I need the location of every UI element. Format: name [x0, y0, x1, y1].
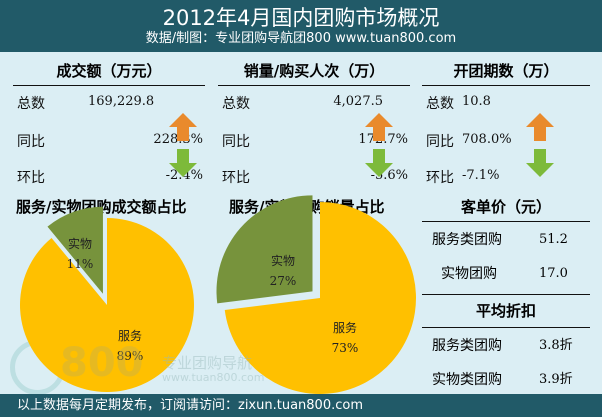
panel-revenue: 成交额（万元） — [13, 58, 205, 86]
panel-title: 成交额（万元） — [13, 58, 205, 86]
slice-name-label: 实物 — [271, 253, 295, 268]
stat-label: 总数 — [17, 96, 45, 112]
slice-name-label: 实物 — [68, 236, 92, 251]
arrow-down-icon — [169, 149, 197, 177]
stat-value-yoy: 708.0% — [462, 132, 512, 147]
arrow-up-icon — [169, 113, 197, 141]
stat-label: 同比 — [17, 134, 45, 150]
slice-percent-label: 73% — [332, 341, 359, 355]
pie-slice-service — [19, 218, 194, 392]
row-label: 服务类团购 — [432, 338, 502, 354]
slice-percent-label: 27% — [270, 274, 297, 288]
row-value: 51.2 — [539, 232, 568, 247]
pie-slice-goods — [47, 206, 103, 294]
stat-value-total: 10.8 — [462, 94, 491, 109]
stat-label: 总数 — [222, 96, 250, 112]
stat-label: 环比 — [222, 170, 250, 186]
page-title: 2012年4月国内团购市场概况 — [162, 6, 440, 30]
row-label: 实物类团购 — [432, 372, 502, 388]
panel-deals: 开团期数（万） — [422, 58, 590, 86]
pie-slice-goods — [216, 195, 313, 304]
watermark-text: 专业团购导航 — [162, 354, 253, 372]
stat-label: 总数 — [426, 96, 454, 112]
row-value: 3.8折 — [539, 338, 573, 353]
slice-percent-label: 89% — [117, 349, 144, 363]
header: 2012年4月国内团购市场概况 数据/制图：专业团购导航团800 www.tua… — [0, 0, 602, 52]
row-value: 17.0 — [539, 266, 568, 281]
panel-title: 销量/购买人次（万） — [218, 58, 410, 86]
price-row: 实物团购 17.0 — [422, 258, 590, 295]
stat-value-mom: -7.1% — [462, 168, 500, 183]
panel-sales: 销量/购买人次（万） — [218, 58, 410, 86]
price-title: 客单价（元） — [422, 196, 590, 222]
panel-title: 开团期数（万） — [422, 58, 590, 86]
footer: 以上数据每月定期发布，订阅请访问：zixun.tuan800.com — [0, 394, 602, 417]
arrow-down-icon — [526, 149, 554, 177]
arrow-up-icon — [365, 113, 393, 141]
page-subtitle: 数据/制图：专业团购导航团800 www.tuan800.com — [145, 31, 457, 46]
row-label: 服务类团购 — [432, 232, 502, 248]
stat-label: 同比 — [426, 134, 454, 150]
arrow-down-icon — [365, 149, 393, 177]
slice-percent-label: 11% — [67, 257, 94, 271]
stat-label: 环比 — [17, 170, 45, 186]
row-value: 3.9折 — [539, 372, 573, 387]
watermark-url: www.tuan800.com — [162, 371, 265, 384]
price-table: 客单价（元） 服务类团购 51.2 实物团购 17.0 平均折扣 服务类团购 3.8折… — [422, 196, 590, 400]
stat-value-total: 4,027.5 — [333, 94, 383, 109]
pie-slice-service — [224, 202, 416, 394]
stat-label: 同比 — [222, 134, 250, 150]
stat-label: 环比 — [426, 170, 454, 186]
arrow-up-icon — [526, 113, 554, 141]
stat-value-total: 169,229.8 — [88, 94, 155, 109]
discount-row: 实物类团购 3.9折 — [422, 364, 590, 400]
slice-name-label: 服务 — [118, 328, 142, 343]
price-row: 服务类团购 51.2 — [422, 222, 590, 258]
discount-row: 服务类团购 3.8折 — [422, 328, 590, 364]
watermark-800: 800 — [60, 340, 144, 386]
row-label: 实物团购 — [441, 266, 497, 282]
slice-name-label: 服务 — [333, 320, 357, 335]
discount-title: 平均折扣 — [422, 295, 590, 328]
